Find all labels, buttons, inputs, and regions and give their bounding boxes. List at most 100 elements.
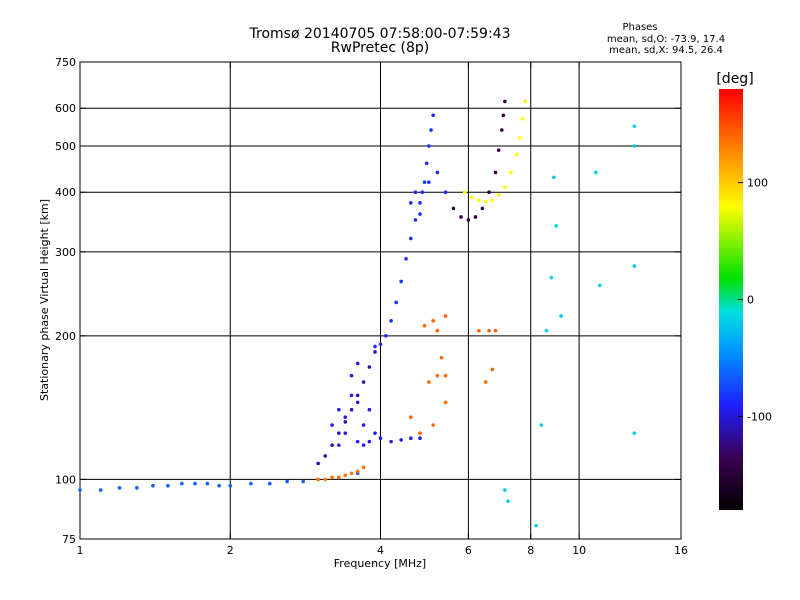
data-point [418,212,422,216]
data-point [267,481,272,486]
series-mid-range-x-mode-echoes [408,314,498,435]
data-point [361,465,366,470]
colorbar-ticks: 100 0 -100 [738,177,772,423]
data-point [501,113,506,118]
chart-title: Tromsø 20140705 07:58:00-07:59:43 [249,26,511,42]
data-point [493,170,498,175]
series-f2-o-mode-cusp [451,99,507,222]
x-tick-label: 6 [465,544,472,557]
data-point [330,443,334,447]
data-point [316,477,320,482]
data-point [490,367,495,372]
data-point [355,400,360,405]
data-point [503,99,507,104]
data-point [490,198,495,202]
data-point [337,443,341,447]
series-x-mode-trace [462,99,528,204]
colorbar: [deg] 100 0 -100 [716,71,772,510]
data-point [594,170,598,175]
data-point [384,334,388,338]
data-point [404,257,408,261]
data-point [517,136,522,140]
data-point [462,190,467,195]
chart-subtitle: RwPretec (8p) [331,40,429,56]
data-point [166,483,170,488]
data-point [330,475,334,480]
data-point [493,328,498,333]
x-tick-label: 2 [227,544,234,557]
data-point [285,479,289,484]
data-point [427,380,431,384]
data-point [355,393,360,398]
data-point [180,481,184,486]
data-point [151,483,155,488]
data-point [544,328,549,333]
data-point [554,224,559,228]
data-point [443,190,448,195]
data-point [552,175,556,180]
data-point [487,190,491,195]
data-point [349,407,354,412]
data-point [378,436,383,441]
y-tick-label: 500 [55,140,76,153]
data-point [418,201,422,205]
data-point [361,380,366,384]
data-point [408,436,413,441]
colorbar-tick-label: -100 [747,410,772,423]
data-point [323,477,328,482]
data-point [427,144,431,148]
data-point [549,275,554,280]
data-point [343,431,348,435]
data-point [98,488,103,492]
data-point [408,201,413,205]
data-point [343,415,348,420]
data-point [337,475,341,480]
data-point [534,523,538,528]
data-point [429,128,433,132]
data-point [539,423,544,427]
data-point [520,117,525,121]
data-point [418,436,422,441]
data-point [413,190,418,195]
data-point [135,486,139,490]
y-tick-label: 100 [55,473,76,486]
data-point [487,328,491,333]
data-point [632,264,637,268]
data-point [632,144,637,148]
data-point [431,423,435,427]
phases-o-stats: mean, sd,O: -73.9, 17.4 [607,34,725,45]
data-point [435,373,440,378]
data-point [443,314,448,318]
data-point [470,195,474,200]
data-point [361,443,366,447]
y-tick-label: 75 [62,533,76,546]
data-point [389,319,393,323]
data-point [483,380,488,384]
data-point [422,180,427,184]
data-point [249,481,253,486]
data-point [408,415,413,420]
data-point [431,113,435,118]
data-point [373,431,377,435]
data-point [559,314,563,318]
y-tick-label: 600 [55,102,76,115]
data-point [316,461,320,466]
data-point [373,350,377,354]
data-point [301,479,305,484]
data-point [477,198,481,202]
x-tick-label: 8 [527,544,534,557]
data-point [361,423,366,427]
series-f-layer-o-mode-trace [373,113,448,349]
data-point [217,483,221,488]
data-point [496,193,501,197]
y-tick-label: 300 [55,246,76,259]
data-point [355,439,360,444]
data-point [349,471,354,476]
data-point [323,454,328,458]
data-point [523,99,528,104]
data-point [466,218,471,222]
data-point [399,279,403,284]
data-point [389,439,393,444]
data-point [503,488,507,492]
data-point [503,185,507,189]
